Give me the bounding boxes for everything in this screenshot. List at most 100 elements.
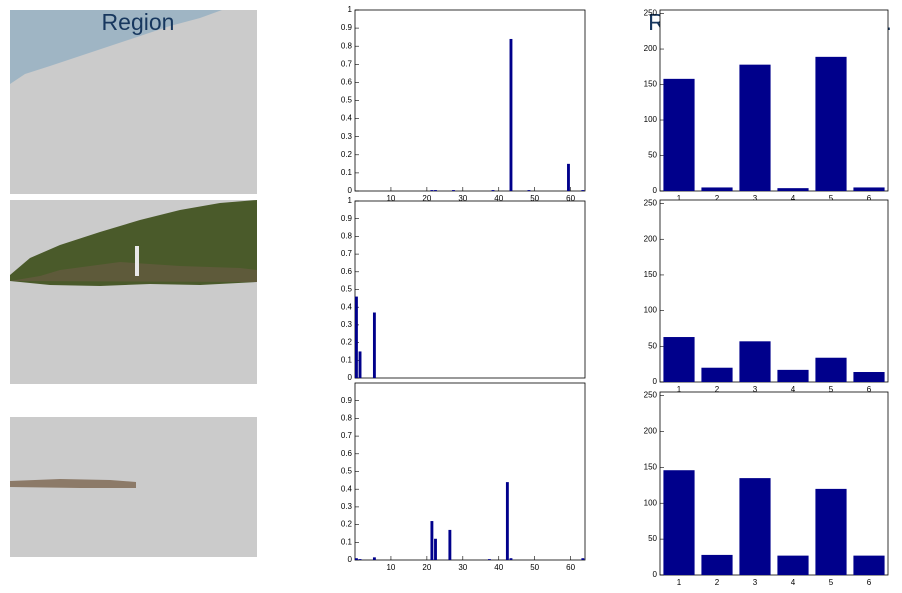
- x-tick-label: 5: [829, 385, 834, 394]
- x-tick-label: 30: [458, 563, 467, 572]
- y-tick-label: 200: [644, 427, 658, 436]
- bar: [487, 559, 491, 560]
- x-tick-label: 6: [867, 385, 872, 394]
- plot-frame: [354, 200, 586, 379]
- y-tick-label: 150: [644, 270, 658, 279]
- x-tick-label: 30: [458, 194, 467, 203]
- chart-panel: 0 0.1 0.2 0.3 0.4 0.5 0.6 0.7 0.8 0.9 10 20 30 40 50 60: [341, 382, 586, 572]
- y-tick-label: 0.9: [341, 396, 353, 405]
- y-tick-label: 0.8: [341, 41, 353, 50]
- bar: [355, 296, 358, 378]
- bar: [777, 369, 809, 382]
- bar: [448, 529, 452, 560]
- bar: [853, 555, 885, 575]
- bar: [777, 188, 809, 191]
- y-tick-label: 0.7: [341, 59, 353, 68]
- y-tick-label: 0.5: [341, 285, 353, 294]
- x-tick-label: 3: [753, 385, 758, 394]
- y-tick-label: 100: [644, 306, 658, 315]
- x-tick-label: 4: [791, 385, 796, 394]
- x-tick-label: 50: [530, 194, 539, 203]
- region-image: [10, 200, 257, 384]
- y-tick-label: 0.1: [341, 355, 353, 364]
- bar: [701, 554, 733, 575]
- x-tick-label: 2: [715, 194, 720, 203]
- y-tick-label: 0.1: [341, 168, 353, 177]
- bar: [355, 558, 358, 560]
- bar: [815, 357, 847, 382]
- x-tick-label: 20: [422, 563, 431, 572]
- y-tick-label: 0: [653, 377, 658, 386]
- y-tick-label: 0.4: [341, 484, 353, 493]
- x-tick-label: 6: [867, 194, 872, 203]
- y-tick-label: 0: [348, 373, 353, 382]
- y-tick-label: 50: [648, 341, 657, 350]
- bar: [739, 341, 771, 382]
- chart-panel: 0 50 100 150 200 250 1 2 3 4 5 6: [644, 391, 889, 587]
- region-image: [10, 10, 257, 194]
- y-tick-label: 0.6: [341, 449, 353, 458]
- y-tick-label: 0.9: [341, 23, 353, 32]
- bar: [701, 367, 733, 382]
- bar: [663, 470, 695, 575]
- bar: [815, 56, 847, 191]
- y-tick-label: 0.3: [341, 502, 353, 511]
- y-tick-label: 0.7: [341, 431, 353, 440]
- bar: [853, 187, 885, 191]
- y-tick-label: 0.5: [341, 467, 353, 476]
- bar: [581, 190, 585, 191]
- y-tick-label: 0.8: [341, 414, 353, 423]
- x-tick-label: 5: [829, 578, 834, 587]
- y-tick-label: 250: [644, 199, 658, 208]
- x-tick-label: 10: [386, 563, 395, 572]
- y-tick-label: 0.6: [341, 78, 353, 87]
- chart-panel: 0 0.1 0.2 0.3 0.4 0.5 0.6 0.7 0.8 0.9 1 10 20 30 40 50 6…: [341, 5, 586, 203]
- y-tick-label: 0.5: [341, 96, 353, 105]
- x-tick-label: 2: [715, 385, 720, 394]
- chart-panel: 0 50 100 150 200 250 1 2 3 4 5 6: [644, 199, 889, 394]
- x-tick-label: 2: [715, 578, 720, 587]
- y-tick-label: 0.8: [341, 232, 353, 241]
- x-tick-label: 3: [753, 194, 758, 203]
- x-tick-label: 20: [422, 194, 431, 203]
- plot-frame: [354, 9, 586, 192]
- bar: [509, 38, 513, 192]
- x-tick-label: 6: [867, 578, 872, 587]
- plot-frame: [659, 199, 889, 383]
- y-tick-label: 0.6: [341, 267, 353, 276]
- y-tick-label: 100: [644, 115, 658, 124]
- y-tick-label: 0.3: [341, 132, 353, 141]
- y-tick-label: 0.2: [341, 520, 353, 529]
- bar: [663, 337, 695, 382]
- bar: [452, 190, 455, 191]
- bar: [430, 190, 434, 191]
- y-tick-label: 200: [644, 44, 658, 53]
- bar: [581, 558, 585, 560]
- y-tick-label: 0.4: [341, 302, 353, 311]
- bar: [434, 190, 437, 191]
- bar: [505, 482, 509, 560]
- bar: [358, 351, 362, 378]
- y-tick-label: 0: [653, 186, 658, 195]
- y-tick-label: 1: [348, 196, 353, 205]
- chart-panel: 0 50 100 150 200 250 1 2 3 4 5 6: [644, 9, 889, 203]
- bar: [430, 521, 434, 560]
- y-tick-label: 50: [648, 151, 657, 160]
- x-tick-label: 40: [494, 194, 503, 203]
- x-tick-label: 5: [829, 194, 834, 203]
- bar: [372, 557, 376, 560]
- x-tick-label: 1: [677, 578, 682, 587]
- bar: [434, 538, 437, 560]
- y-tick-label: 0.7: [341, 249, 353, 258]
- x-tick-label: 4: [791, 194, 796, 203]
- x-tick-label: 3: [753, 578, 758, 587]
- bar: [509, 558, 513, 560]
- y-tick-label: 200: [644, 234, 658, 243]
- plot-frame: [354, 382, 586, 561]
- x-tick-label: 10: [386, 194, 395, 203]
- bar: [567, 163, 570, 191]
- y-tick-label: 0.9: [341, 214, 353, 223]
- x-tick-label: 40: [494, 563, 503, 572]
- x-tick-label: 60: [566, 563, 575, 572]
